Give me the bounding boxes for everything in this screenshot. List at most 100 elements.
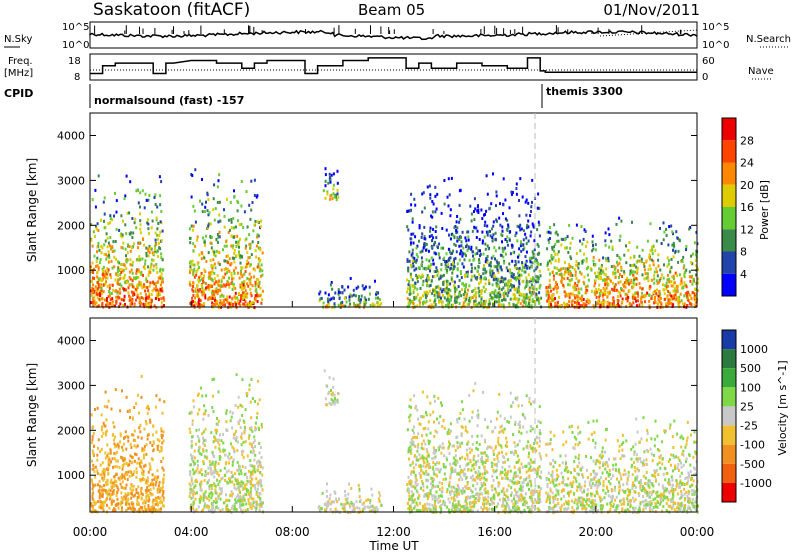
echo-cell — [495, 468, 498, 472]
echo-cell — [667, 259, 670, 262]
echo-cell — [454, 244, 457, 247]
echo-cell — [359, 300, 362, 304]
echo-cell — [114, 445, 117, 449]
echo-cell — [133, 406, 136, 409]
echo-cell — [528, 295, 531, 299]
echo-cell — [471, 250, 474, 254]
echo-cell — [256, 469, 259, 473]
echo-cell — [242, 283, 245, 287]
echo-cell — [324, 196, 327, 200]
echo-cell — [205, 495, 208, 499]
echo-cell — [235, 438, 238, 442]
echo-cell — [431, 200, 434, 203]
echo-cell — [634, 291, 637, 295]
echo-cell — [119, 282, 122, 286]
echo-cell — [575, 277, 578, 280]
echo-cell — [640, 260, 643, 264]
echo-cell — [524, 255, 527, 259]
echo-cell — [464, 290, 466, 294]
echo-cell — [140, 296, 143, 300]
echo-cell — [238, 245, 240, 249]
echo-cell — [619, 273, 621, 277]
echo-cell — [101, 428, 103, 432]
echo-cell — [463, 283, 466, 287]
echo-cell — [237, 493, 239, 497]
echo-cell — [484, 271, 487, 275]
echo-cell — [219, 449, 222, 453]
echo-cell — [409, 209, 412, 213]
echo-cell — [109, 302, 111, 306]
echo-cell — [590, 289, 593, 293]
echo-cell — [119, 273, 122, 277]
echo-cell — [151, 492, 154, 496]
echo-cell — [259, 492, 262, 496]
echo-cell — [127, 491, 130, 495]
echo-cell — [685, 294, 688, 298]
echo-cell — [234, 477, 237, 481]
echo-cell — [531, 279, 534, 283]
echo-cell — [217, 496, 220, 500]
echo-cell — [152, 264, 155, 268]
echo-cell — [242, 440, 245, 444]
echo-cell — [430, 234, 433, 237]
echo-cell — [598, 291, 601, 295]
echo-cell — [97, 241, 100, 245]
echo-cell — [375, 506, 378, 510]
echo-cell — [652, 244, 655, 248]
echo-cell — [509, 297, 512, 301]
echo-cell — [462, 252, 465, 256]
echo-cell — [590, 268, 593, 272]
echo-cell — [486, 255, 489, 258]
echo-cell — [138, 494, 140, 498]
echo-cell — [517, 260, 520, 264]
echo-cell — [425, 294, 428, 298]
echo-cell — [412, 285, 415, 288]
echo-cell — [147, 265, 150, 269]
echo-cell — [198, 500, 201, 504]
echo-cell — [255, 508, 257, 512]
echo-cell — [204, 270, 207, 273]
echo-cell — [519, 302, 522, 306]
echo-cell — [99, 463, 102, 467]
echo-cell — [634, 296, 637, 300]
echo-cell — [242, 496, 245, 500]
echo-cell — [487, 491, 490, 495]
echo-cell — [145, 422, 148, 426]
echo-cell — [125, 483, 128, 487]
echo-cell — [665, 304, 668, 308]
echo-cell — [196, 291, 199, 295]
echo-cell — [555, 287, 558, 291]
echo-cell — [97, 174, 100, 178]
echo-cell — [436, 291, 439, 295]
echo-cell — [232, 283, 235, 287]
echo-cell — [349, 277, 352, 280]
echo-cell — [211, 266, 214, 270]
echo-cell — [114, 289, 117, 293]
echo-cell — [412, 241, 415, 245]
echo-cell — [672, 232, 674, 236]
echo-cell — [421, 249, 424, 253]
echo-cell — [683, 283, 686, 287]
echo-cell — [349, 293, 352, 297]
echo-cell — [109, 489, 112, 493]
echo-cell — [191, 423, 194, 426]
echo-cell — [135, 475, 138, 479]
echo-cell — [422, 294, 424, 298]
date-title: 01/Nov/2011 — [603, 1, 700, 19]
echo-cell — [630, 271, 633, 275]
echo-cell — [261, 273, 264, 277]
echo-cell — [585, 267, 588, 271]
echo-cell — [409, 283, 412, 287]
echo-cell — [360, 298, 362, 302]
echo-cell — [458, 279, 461, 282]
echo-cell — [117, 506, 120, 510]
echo-cell — [244, 509, 247, 512]
echo-cell — [117, 295, 120, 299]
echo-cell — [223, 276, 225, 280]
echo-cell — [369, 292, 371, 296]
echo-cell — [598, 302, 601, 306]
echo-cell — [693, 241, 696, 245]
echo-cell — [135, 467, 138, 471]
echo-cell — [209, 463, 212, 467]
echo-cell — [552, 298, 555, 302]
